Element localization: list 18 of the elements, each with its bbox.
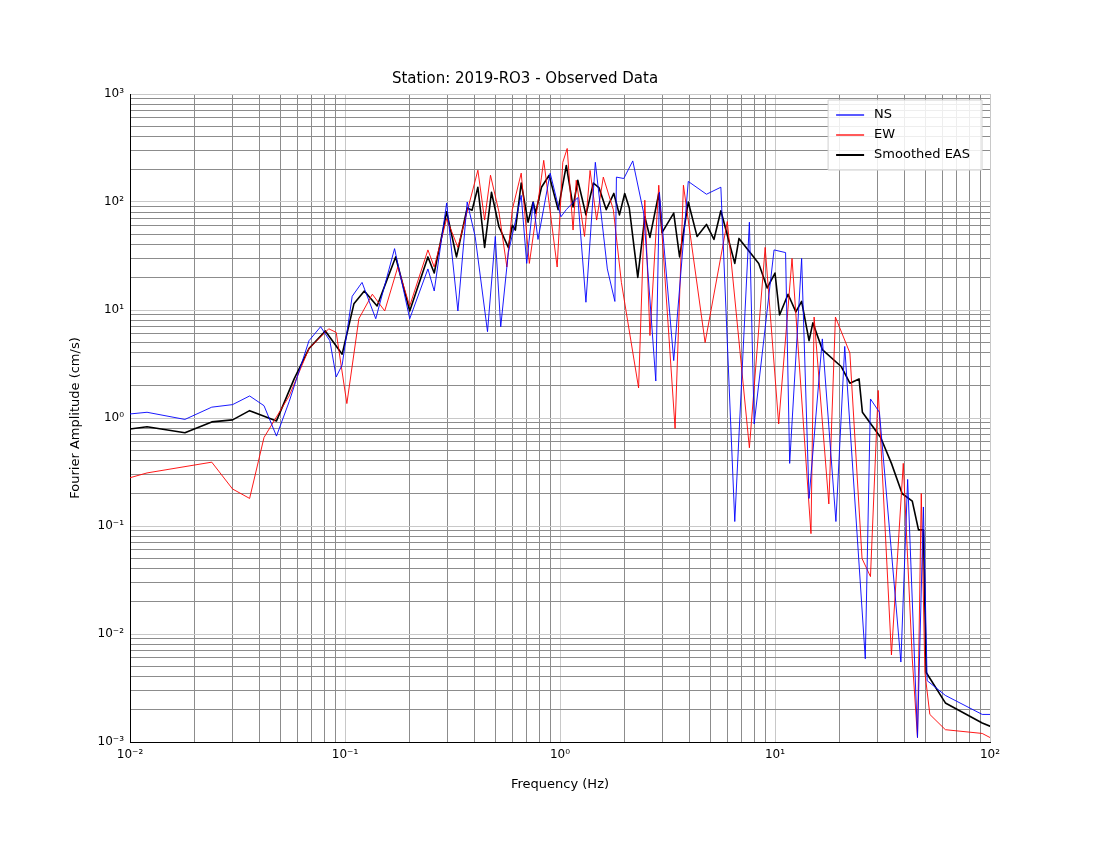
y-tick-label: 10³	[103, 86, 125, 101]
y-tick-label: 10¹	[103, 302, 125, 317]
x-tick-label: 10²	[979, 747, 1001, 762]
legend-label: Smoothed EAS	[874, 146, 971, 162]
y-axis-title: Fourier Amplitude (cm/s)	[67, 337, 83, 499]
x-tick-label: 10⁰	[549, 747, 571, 762]
legend-label: EW	[874, 126, 896, 142]
x-tick-label: 10⁻¹	[331, 747, 359, 762]
x-axis-title: Frequency (Hz)	[510, 775, 610, 791]
legend-label: NS	[874, 106, 893, 122]
y-tick-label: 10²	[103, 194, 125, 209]
chart-title: Station: 2019-RO3 - Observed Data	[391, 68, 659, 87]
y-tick-label: 10⁻²	[97, 626, 125, 641]
y-tick-label: 10⁻¹	[97, 518, 125, 533]
x-tick-label: 10⁻²	[116, 747, 144, 762]
x-tick-label: 10¹	[764, 747, 786, 762]
y-tick-label: 10⁻³	[97, 734, 125, 749]
y-tick-label: 10⁰	[103, 410, 125, 425]
